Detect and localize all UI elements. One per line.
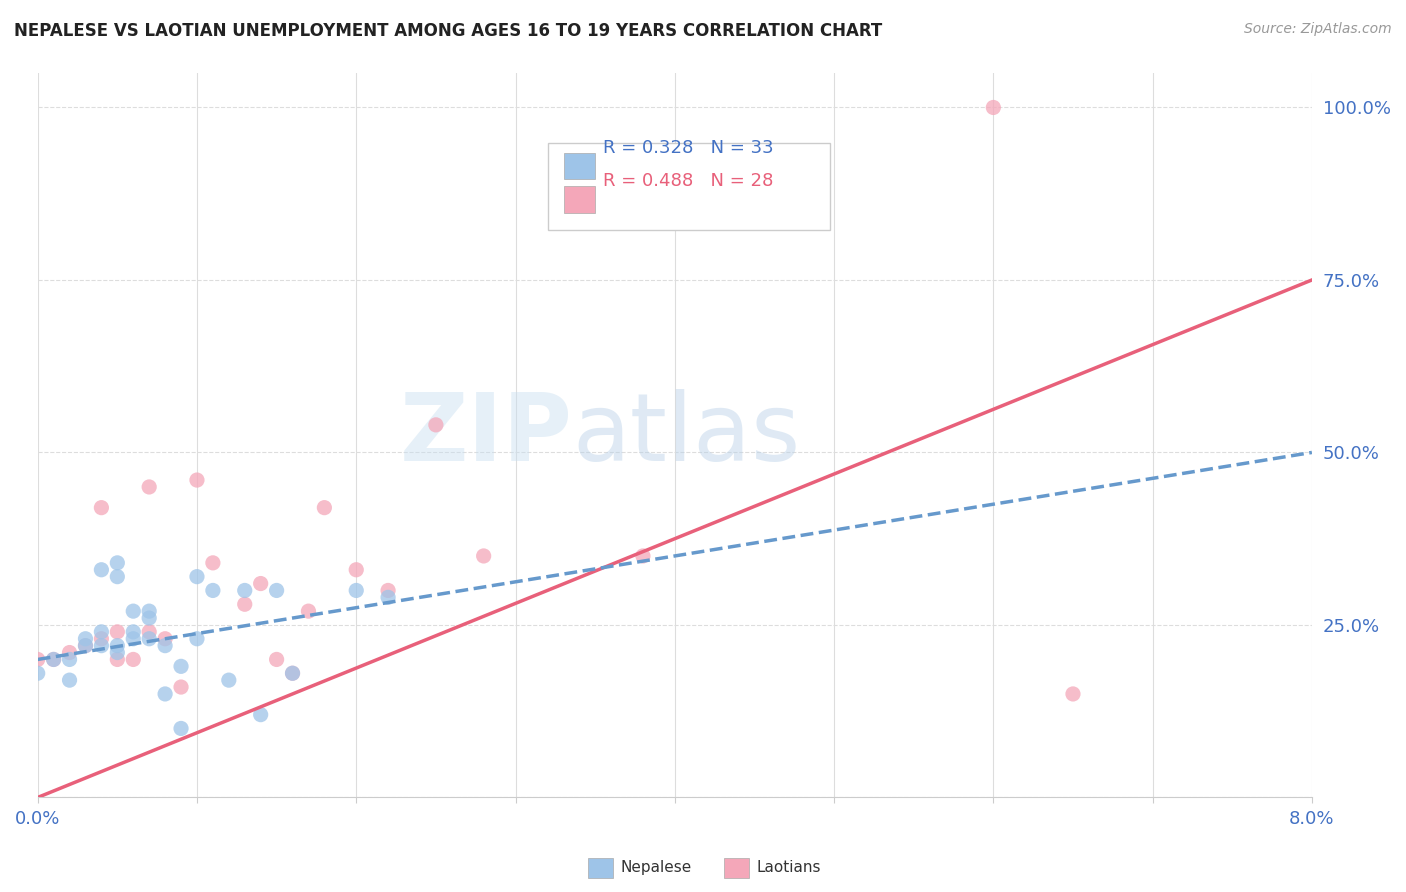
Point: [75, 632, 97, 646]
Point: [90, 500, 112, 515]
Point: [170, 680, 193, 694]
Text: R = 0.488   N = 28: R = 0.488 N = 28: [603, 172, 773, 191]
Point: [42, 652, 65, 666]
Point: [138, 611, 160, 625]
Point: [58, 646, 80, 660]
Point: [90, 563, 112, 577]
Point: [90, 632, 112, 646]
Point: [138, 604, 160, 618]
Point: [297, 604, 319, 618]
Point: [186, 569, 208, 583]
Point: [201, 583, 224, 598]
Point: [105, 569, 128, 583]
Point: [122, 632, 145, 646]
Point: [377, 591, 399, 605]
Point: [75, 639, 97, 653]
Point: [90, 639, 112, 653]
Point: [153, 632, 176, 646]
Point: [90, 624, 112, 639]
Point: [138, 480, 160, 494]
Point: [266, 583, 288, 598]
Point: [186, 473, 208, 487]
Point: [314, 500, 336, 515]
Point: [105, 624, 128, 639]
Point: [186, 632, 208, 646]
Point: [249, 576, 271, 591]
Point: [631, 549, 654, 563]
Text: atlas: atlas: [572, 389, 801, 481]
Point: [122, 624, 145, 639]
Point: [170, 659, 193, 673]
Point: [27, 652, 49, 666]
Point: [138, 624, 160, 639]
Point: [981, 100, 1004, 114]
Point: [377, 583, 399, 598]
Point: [42, 652, 65, 666]
Point: [27, 666, 49, 681]
Point: [153, 639, 176, 653]
Text: NEPALESE VS LAOTIAN UNEMPLOYMENT AMONG AGES 16 TO 19 YEARS CORRELATION CHART: NEPALESE VS LAOTIAN UNEMPLOYMENT AMONG A…: [14, 22, 883, 40]
Point: [58, 652, 80, 666]
Point: [170, 722, 193, 736]
Point: [281, 666, 304, 681]
Point: [344, 583, 367, 598]
Point: [266, 652, 288, 666]
Point: [105, 646, 128, 660]
Point: [218, 673, 240, 687]
Point: [472, 549, 495, 563]
Text: Laotians: Laotians: [756, 861, 821, 875]
Point: [425, 417, 447, 432]
Point: [75, 639, 97, 653]
Point: [201, 556, 224, 570]
Point: [122, 652, 145, 666]
Text: ZIP: ZIP: [399, 389, 572, 481]
Point: [105, 639, 128, 653]
Point: [249, 707, 271, 722]
Point: [153, 687, 176, 701]
Point: [105, 652, 128, 666]
Text: R = 0.328   N = 33: R = 0.328 N = 33: [603, 138, 773, 157]
Point: [122, 604, 145, 618]
Point: [105, 556, 128, 570]
Point: [344, 563, 367, 577]
Point: [1062, 687, 1084, 701]
Point: [58, 673, 80, 687]
Text: Source: ZipAtlas.com: Source: ZipAtlas.com: [1244, 22, 1392, 37]
Point: [233, 583, 256, 598]
Point: [138, 632, 160, 646]
Text: Nepalese: Nepalese: [620, 861, 692, 875]
Point: [233, 597, 256, 611]
Point: [281, 666, 304, 681]
